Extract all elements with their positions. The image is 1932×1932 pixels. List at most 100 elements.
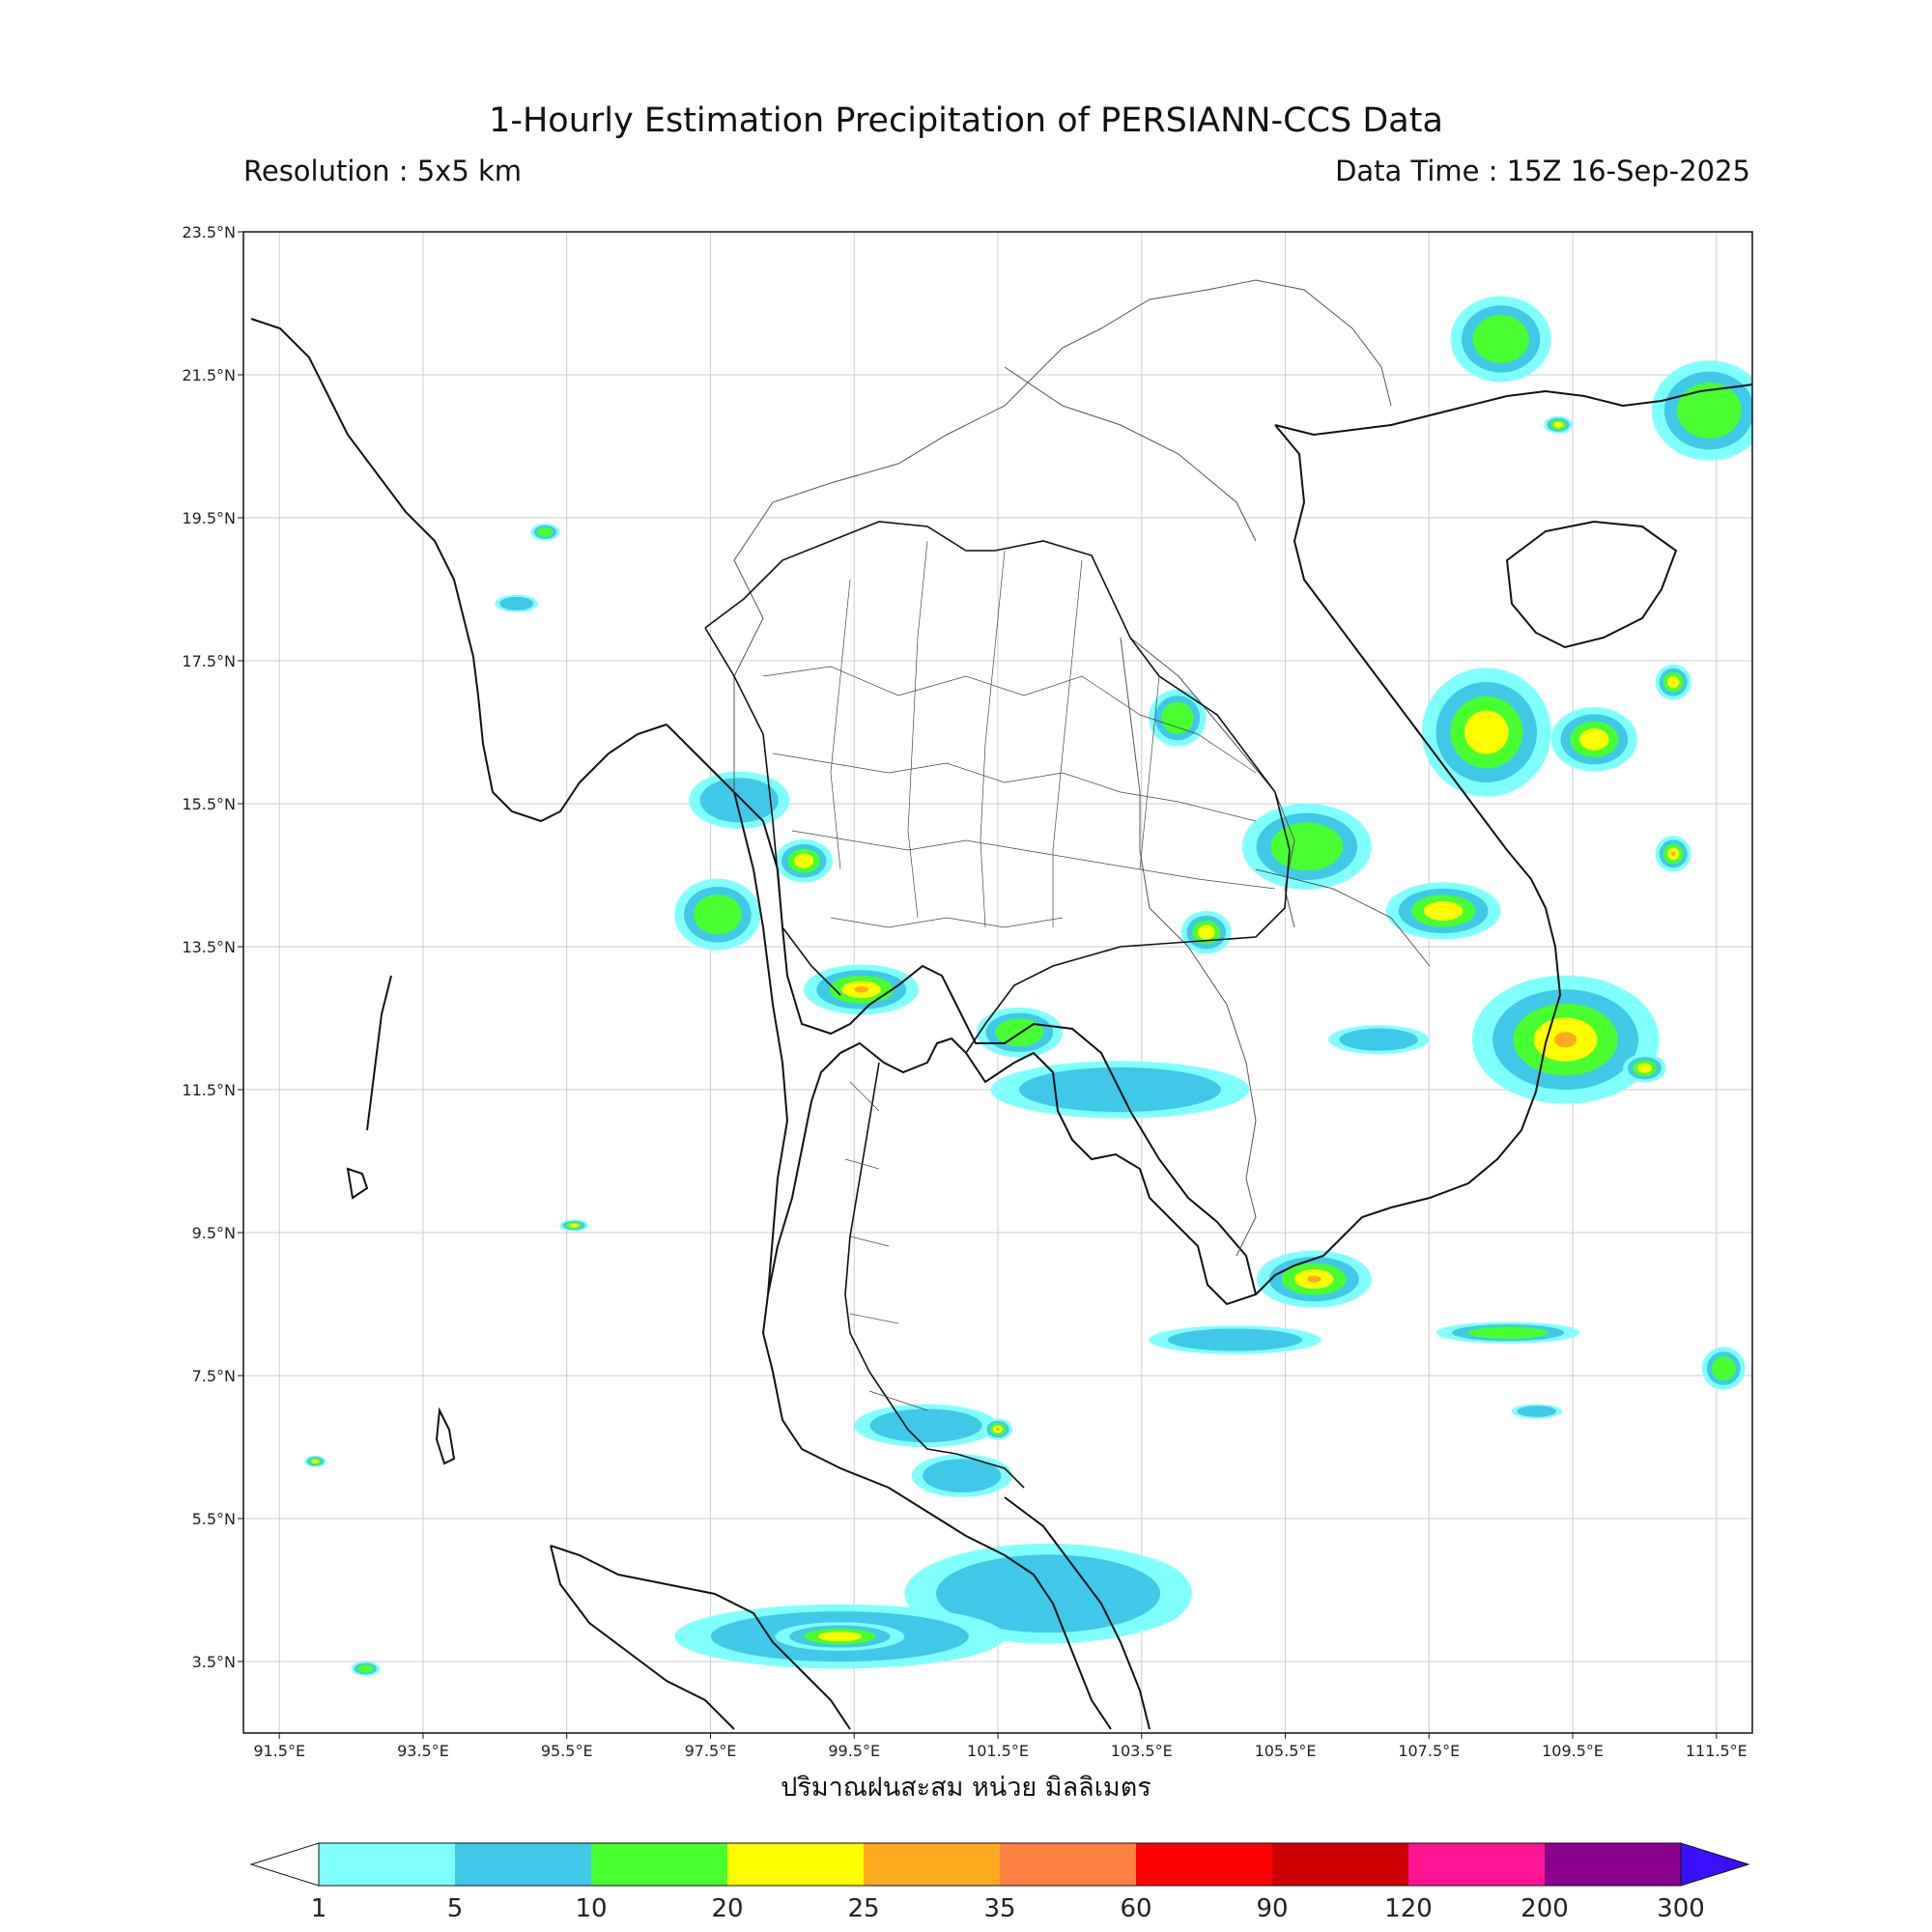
rain-cell — [1579, 728, 1609, 751]
colorbar-segment — [591, 1843, 727, 1886]
lat-tick-label: 13.5°N — [182, 938, 236, 956]
rain-cell — [1711, 1356, 1736, 1381]
rain-cell — [1167, 1328, 1303, 1351]
rain-cell — [1464, 710, 1509, 754]
rain-cell — [699, 778, 779, 823]
coastline-myanmar — [250, 318, 668, 823]
lon-tick-label: 105.5°E — [1255, 1742, 1317, 1760]
rain-cell — [1677, 382, 1742, 440]
rain-cell — [1636, 1063, 1653, 1073]
colorbar-segment — [864, 1843, 1000, 1886]
rain-cell — [537, 526, 554, 537]
lon-tick-label: 103.5°E — [1111, 1742, 1173, 1760]
rain-cell — [936, 1554, 1161, 1634]
graticule — [243, 231, 1752, 1733]
rain-cell — [1553, 421, 1564, 428]
resolution-label: Resolution : 5x5 km — [243, 155, 523, 187]
coastline-andaman — [366, 975, 392, 1131]
coastline-nicobar — [435, 1406, 456, 1465]
lon-tick-label: 97.5°E — [685, 1742, 737, 1760]
lat-tick-label: 5.5°N — [192, 1510, 236, 1528]
coastline-sumatra — [550, 1545, 851, 1730]
rain-cell — [1161, 701, 1194, 734]
rain-cell — [854, 986, 868, 993]
colorbar-level-label: 90 — [1256, 1894, 1288, 1923]
colorbar-level-label: 120 — [1384, 1894, 1433, 1923]
rain-cell — [1670, 851, 1676, 857]
coastline-malaysia-east — [1004, 1496, 1151, 1730]
rain-cell — [357, 1664, 374, 1673]
rain-cell — [300, 210, 345, 226]
rain-cell — [1472, 315, 1529, 363]
colorbar-level-label: 1 — [311, 1894, 327, 1923]
rain-cell — [996, 1427, 1000, 1432]
colorbar: 1 5 10 20 25 35 60 90 120 200 300 — [249, 1842, 1750, 1923]
rain-cell — [1666, 675, 1680, 689]
coastline-sumatra-west — [550, 1545, 735, 1730]
colorbar-unit-label: ปริมาณฝนสะสม หน่วย มิลลิเมตร — [781, 1773, 1151, 1803]
lat-tick-label: 19.5°N — [182, 509, 236, 527]
map-title: 1-Hourly Estimation Precipitation of PER… — [489, 101, 1443, 140]
rain-cell — [1270, 822, 1344, 871]
lat-tick-label: 15.5°N — [182, 795, 236, 813]
colorbar-segment — [1272, 1843, 1408, 1886]
rain-cell — [1307, 1275, 1321, 1283]
coastline-vietnam — [1255, 424, 1562, 1295]
colorbar-segment — [1408, 1843, 1545, 1886]
coastlines-borders — [250, 279, 1752, 1730]
rain-cell — [569, 1223, 580, 1228]
rain-cell — [923, 1459, 1002, 1492]
colorbar-segment — [1136, 1843, 1272, 1886]
rain-cell — [693, 894, 742, 935]
colorbar-segment — [1545, 1843, 1681, 1886]
rain-cell — [1467, 1326, 1548, 1339]
rain-cell — [869, 1408, 982, 1443]
rain-cell — [499, 596, 534, 611]
data-time-label: Data Time : 15Z 16-Sep-2025 — [1335, 155, 1750, 187]
rain-cell — [294, 207, 352, 228]
rain-cell — [1517, 1406, 1557, 1417]
colorbar-segment — [319, 1843, 455, 1886]
lat-tick-label: 3.5°N — [192, 1653, 236, 1671]
lon-tick-label: 95.5°E — [541, 1742, 593, 1760]
lon-tick-label: 99.5°E — [828, 1742, 880, 1760]
colorbar-level-label: 300 — [1657, 1894, 1705, 1923]
rain-cell — [1554, 1032, 1577, 1048]
lat-tick-label: 21.5°N — [182, 366, 236, 384]
colorbar-level-label: 35 — [983, 1894, 1015, 1923]
rain-cell — [817, 1632, 863, 1642]
rain-cell — [1197, 924, 1215, 940]
coastline-indochina — [666, 724, 1258, 1730]
lon-tick-label: 93.5°E — [397, 1742, 449, 1760]
rain-cell — [794, 853, 814, 868]
colorbar-level-label: 10 — [575, 1894, 607, 1923]
coastline-myanmar-south — [733, 791, 789, 1295]
lon-tick-label: 107.5°E — [1398, 1742, 1460, 1760]
coastline-andaman-small — [346, 1167, 369, 1200]
colorbar-segment — [727, 1843, 864, 1886]
colorbar-segment — [1000, 1843, 1136, 1886]
longitude-labels: 91.5°E 93.5°E 95.5°E 97.5°E 99.5°E 101.5°E 103… — [253, 1733, 1747, 1760]
coastline-china — [1274, 384, 1752, 437]
rain-cell — [1423, 900, 1463, 922]
colorbar-level-label: 5 — [447, 1894, 464, 1923]
latitude-labels: 23.5°N 21.5°N 19.5°N 17.5°N 15.5°N 13.5°N 11.5… — [182, 223, 243, 1671]
colorbar-level-label: 200 — [1520, 1894, 1569, 1923]
lat-tick-label: 23.5°N — [182, 223, 236, 242]
rain-cell — [311, 1459, 320, 1463]
lon-tick-label: 111.5°E — [1686, 1742, 1747, 1760]
thailand-provinces — [762, 540, 1276, 1411]
lon-tick-label: 101.5°E — [967, 1742, 1029, 1760]
lon-tick-label: 91.5°E — [253, 1742, 305, 1760]
rain-cell — [1339, 1028, 1418, 1051]
lat-tick-label: 11.5°N — [182, 1081, 236, 1099]
lat-tick-label: 17.5°N — [182, 652, 236, 670]
colorbar-segment — [455, 1843, 591, 1886]
colorbar-level-label: 20 — [711, 1894, 743, 1923]
colorbar-min-arrow — [249, 1842, 320, 1887]
lon-tick-label: 109.5°E — [1542, 1742, 1604, 1760]
colorbar-max-arrow — [1680, 1842, 1750, 1887]
colorbar-level-label: 25 — [847, 1894, 879, 1923]
coastline-hainan — [1505, 520, 1678, 649]
